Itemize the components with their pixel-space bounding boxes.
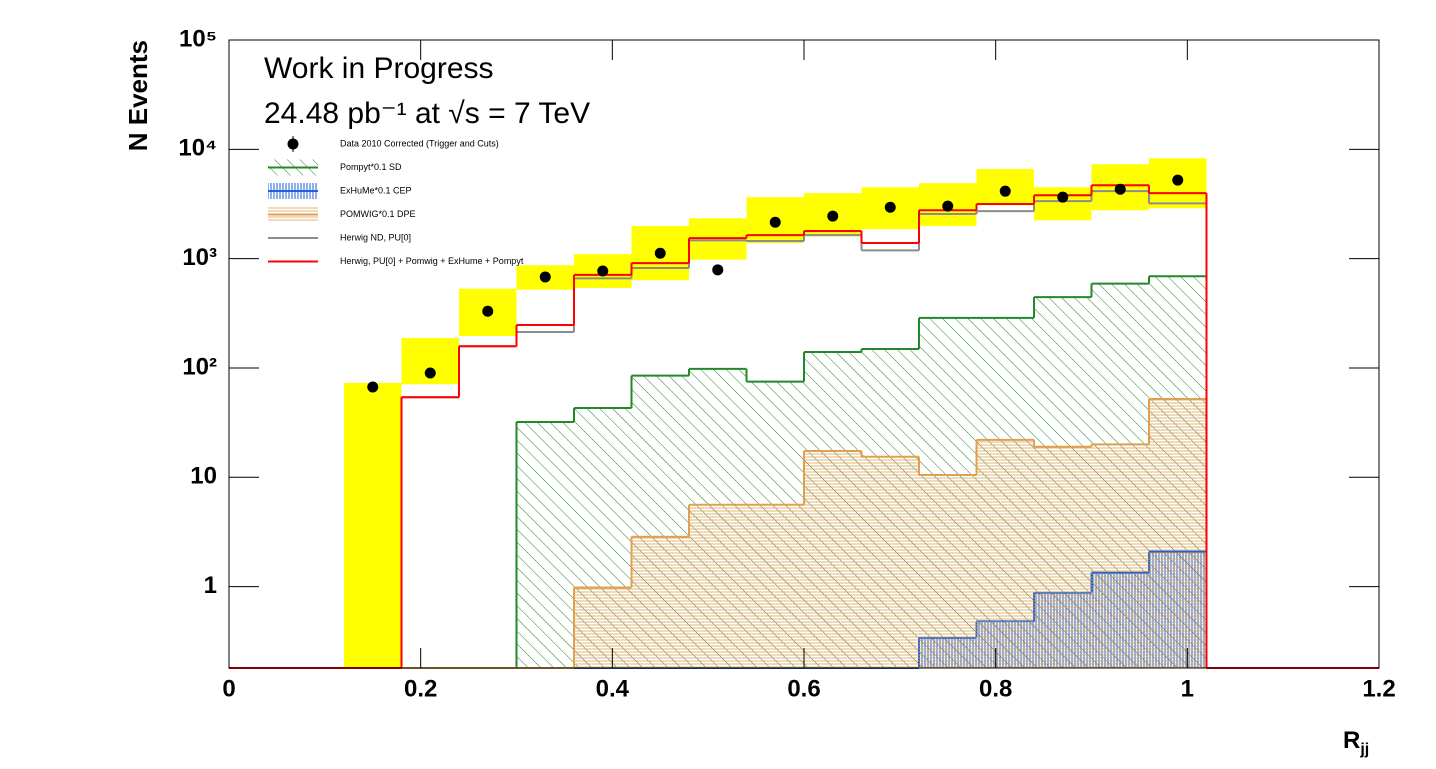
x-tick-label: 0.2 — [404, 675, 437, 702]
data-point — [827, 210, 839, 222]
hist-fill — [689, 504, 747, 668]
y-tick-label: 10 — [190, 463, 217, 490]
data-point — [999, 185, 1011, 197]
data-point — [424, 367, 436, 379]
hist-fill — [861, 456, 919, 668]
hist-fill — [516, 422, 574, 668]
hist-fill — [976, 439, 1034, 668]
error-band — [344, 382, 402, 668]
hist-fill — [1149, 398, 1207, 668]
hist-fill — [1091, 444, 1149, 668]
data-point — [712, 264, 724, 276]
data-point — [597, 265, 609, 277]
hist-fill — [804, 450, 862, 668]
hist-fill — [1034, 446, 1092, 668]
legend-label: Data 2010 Corrected (Trigger and Cuts) — [340, 138, 499, 148]
hist-fill — [919, 474, 977, 668]
legend-label: ExHuMe*0.1 CEP — [340, 185, 412, 195]
data-point — [654, 247, 666, 259]
x-tick-label: 0 — [222, 675, 235, 702]
data-point — [482, 305, 494, 317]
x-axis-label-main: R — [1343, 727, 1360, 754]
data-point — [539, 271, 551, 283]
data-point — [1114, 183, 1126, 195]
data-point — [367, 381, 379, 393]
legend-label: Herwig, PU[0] + Pomwig + ExHume + Pompyt — [340, 256, 524, 266]
y-axis-label: N Events — [123, 40, 153, 151]
x-tick-label: 0.4 — [596, 675, 630, 702]
data-point — [1172, 174, 1184, 186]
hist-fill — [574, 587, 632, 668]
x-axis-label-sub: jj — [1359, 741, 1369, 758]
hist-fill — [631, 536, 689, 668]
annotation: Work in Progress — [264, 52, 494, 85]
annotation: 24.48 pb⁻¹ at √s = 7 TeV — [264, 97, 590, 130]
data-point — [942, 200, 954, 212]
legend-label: POMWIG*0.1 DPE — [340, 209, 416, 219]
y-tick-label: 10⁵ — [179, 25, 217, 52]
x-tick-label: 1 — [1181, 675, 1194, 702]
y-tick-label: 10⁴ — [178, 135, 217, 162]
legend-label: Herwig ND, PU[0] — [340, 232, 411, 242]
legend-label: Pompyt*0.1 SD — [340, 162, 402, 172]
x-tick-label: 1.2 — [1362, 675, 1395, 702]
x-tick-label: 0.8 — [979, 675, 1012, 702]
data-point — [1057, 191, 1069, 203]
data-point — [884, 201, 896, 213]
plot-area — [229, 158, 1379, 669]
y-tick-label: 10² — [182, 353, 217, 380]
legend-marker — [287, 138, 299, 150]
y-tick-label: 1 — [204, 572, 217, 599]
data-point — [769, 216, 781, 228]
x-tick-label: 0.6 — [787, 675, 820, 702]
hist-fill — [746, 504, 804, 668]
x-axis-label: Rjj — [1343, 727, 1369, 758]
y-tick-label: 10³ — [182, 244, 217, 271]
